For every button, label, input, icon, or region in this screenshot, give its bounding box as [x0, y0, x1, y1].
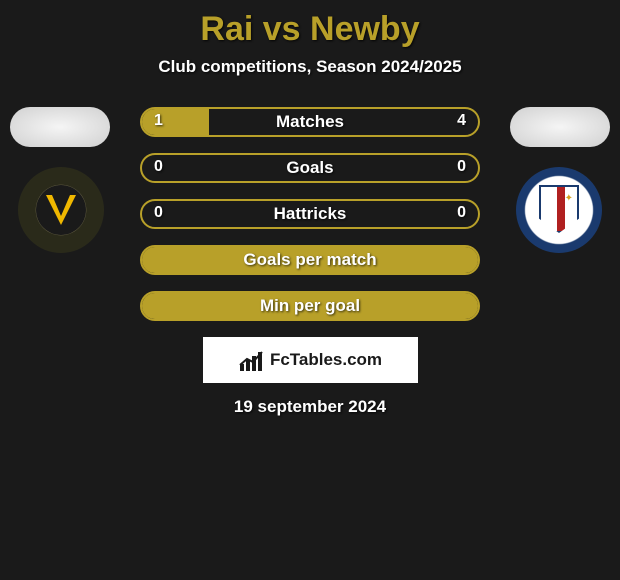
stat-value-right: 0 [457, 158, 466, 176]
badge-v-icon [46, 195, 76, 225]
stat-label: Min per goal [142, 296, 478, 316]
subtitle: Club competitions, Season 2024/2025 [0, 57, 620, 77]
stat-label: Matches [142, 112, 478, 132]
stat-row: 1Matches4 [140, 107, 480, 137]
stat-row: 0Hattricks0 [140, 199, 480, 229]
stat-label: Goals [142, 158, 478, 178]
club-badge-right: ✦ [516, 167, 602, 253]
badge-shield-left [36, 185, 86, 235]
badge-shield-right: ✦ [534, 185, 584, 235]
stat-row: Goals per match [140, 245, 480, 275]
brand-logo-box[interactable]: FcTables.com [203, 337, 418, 383]
player-photo-right [510, 107, 610, 147]
date-label: 19 september 2024 [0, 397, 620, 417]
stats-area: ✦ 1Matches40Goals00Hattricks0Goals per m… [0, 107, 620, 321]
page-title: Rai vs Newby [0, 10, 620, 49]
brand-text: FcTables.com [270, 350, 382, 370]
stat-value-right: 4 [457, 112, 466, 130]
comparison-card: Rai vs Newby Club competitions, Season 2… [0, 0, 620, 417]
stat-row: Min per goal [140, 291, 480, 321]
stat-rows: 1Matches40Goals00Hattricks0Goals per mat… [140, 107, 480, 321]
player-photo-left [10, 107, 110, 147]
stat-label: Goals per match [142, 250, 478, 270]
club-badge-left [18, 167, 104, 253]
stat-label: Hattricks [142, 204, 478, 224]
stat-row: 0Goals0 [140, 153, 480, 183]
chart-icon [238, 349, 264, 371]
stat-value-right: 0 [457, 204, 466, 222]
